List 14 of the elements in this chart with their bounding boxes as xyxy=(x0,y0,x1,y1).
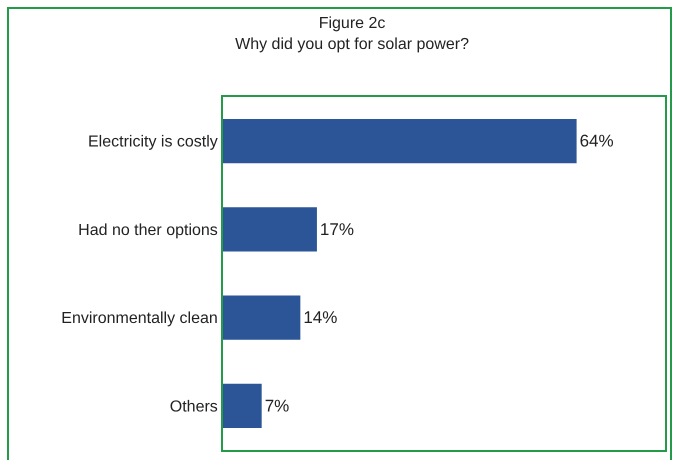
chart-title: Figure 2c xyxy=(318,15,386,32)
y-tick-label: Had no ther options xyxy=(78,222,218,239)
y-tick-label: Others xyxy=(170,398,218,416)
y-tick-label: Electricity is costly xyxy=(88,134,218,151)
bar xyxy=(223,384,262,428)
bar xyxy=(223,296,300,340)
data-label: 14% xyxy=(303,308,338,328)
bar xyxy=(223,119,577,164)
data-label: 17% xyxy=(320,220,354,239)
y-tick-label: Environmentally clean xyxy=(61,310,218,328)
data-label: 7% xyxy=(264,396,290,416)
data-label: 64% xyxy=(580,132,614,151)
chart-subtitle: Why did you opt for solar power? xyxy=(235,36,470,53)
bar xyxy=(223,207,317,252)
